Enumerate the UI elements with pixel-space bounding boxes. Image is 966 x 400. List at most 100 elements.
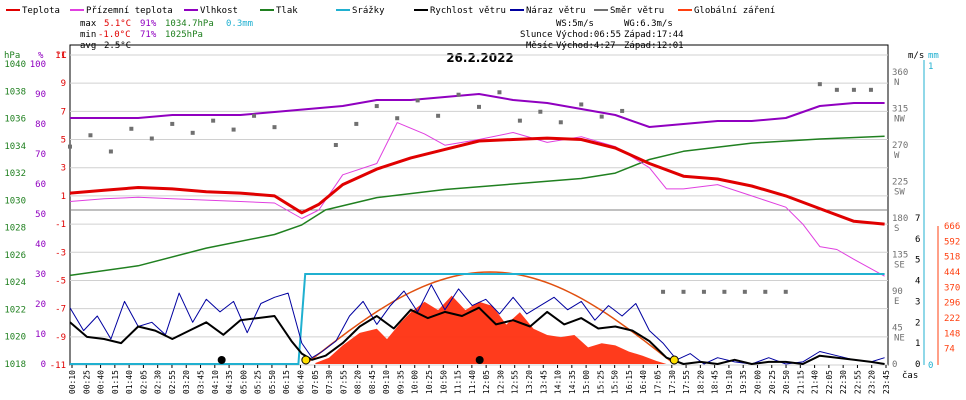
- x-axis-label: čas: [902, 370, 918, 381]
- direction-tick-label: 0: [892, 360, 897, 370]
- x-tick-label: 07:05: [311, 370, 320, 394]
- info-wg: WG:6.3m/s: [624, 19, 673, 29]
- x-tick-label: 13:20: [525, 370, 534, 394]
- legend-label-5: Rychlost větru: [430, 6, 506, 16]
- wind-direction-point: [661, 289, 666, 294]
- direction-tick-label: W: [894, 151, 900, 161]
- info-ws: WS:5m/s: [556, 19, 594, 29]
- legend: Teplota Přízemní teplota Vlhkost Tlak Srážky…: [6, 6, 775, 16]
- wind-direction-point: [817, 82, 822, 87]
- humidity-tick-label: 20: [35, 300, 46, 310]
- x-tick-label: 17:55: [682, 370, 691, 394]
- wind-direction-point: [477, 104, 481, 109]
- legend-label-4: Srážky: [352, 6, 385, 16]
- wind-tick-label: 7: [915, 214, 920, 224]
- pressure-tick-label: 1030: [4, 196, 26, 206]
- wind-direction-point: [681, 289, 686, 294]
- x-tick-label: 15:00: [582, 370, 591, 394]
- pressure-axis-label: hPa: [4, 51, 20, 61]
- legend-label-3: Tlak: [276, 6, 298, 16]
- x-tick-label: 18:20: [696, 370, 705, 394]
- info-sun-set: Západ:17:44: [624, 30, 684, 40]
- humidity-tick-label: 30: [35, 270, 46, 280]
- temp-tick-label: 1: [61, 192, 66, 202]
- wind-direction-point: [231, 127, 236, 132]
- humidity-tick-label: 70: [35, 150, 46, 160]
- x-tick-label: 18:45: [711, 370, 720, 394]
- x-tick-label: 06:40: [296, 370, 305, 394]
- x-tick-label: 16:40: [639, 370, 648, 394]
- wind-direction-point: [149, 136, 154, 141]
- x-tick-label: 20:00: [753, 370, 762, 394]
- humidity-tick-label: 40: [35, 240, 46, 250]
- x-tick-label: 05:00: [239, 370, 248, 394]
- pressure-tick-label: 1038: [4, 87, 26, 97]
- pressure-tick-label: 1018: [4, 360, 26, 370]
- temp-tick-label: -1: [55, 220, 66, 230]
- radiation-tick-label: 296: [944, 299, 960, 309]
- info-moon-rise: Východ:4:27: [556, 41, 616, 51]
- legend-label-7: Směr větru: [610, 6, 664, 16]
- x-tick-label: 10:25: [425, 370, 434, 394]
- x-axis: 00:10 00:25 00:40 01:15 01:40 02:05 02:30 02:55…: [68, 365, 918, 394]
- wind-direction-point: [538, 109, 543, 114]
- info-sun-label: Slunce: [520, 30, 553, 40]
- chart-title: 26.2.2022: [446, 51, 514, 65]
- info-moon-set: Západ:12:01: [624, 41, 684, 51]
- wind-tick-label: 4: [915, 277, 920, 287]
- humidity-tick-label: 90: [35, 90, 46, 100]
- wind-direction-point: [599, 114, 604, 119]
- humidity-tick-label: 50: [35, 210, 46, 220]
- x-tick-label: 20:50: [782, 370, 791, 394]
- direction-tick-label: 225: [892, 178, 908, 188]
- sun-elevation-arc: [305, 271, 675, 365]
- wind-direction-point: [333, 143, 338, 147]
- x-tick-label: 07:55: [339, 370, 348, 394]
- x-tick-label: 22:05: [825, 370, 834, 394]
- stats-block: max 5.1°C 91% 1034.7hPa 0.3mm min -1.0°C…: [80, 19, 253, 51]
- x-tick-label: 05:50: [268, 370, 277, 394]
- wind-direction-point: [558, 120, 563, 125]
- x-tick-label: 03:45: [197, 370, 206, 394]
- wind-direction-point: [701, 289, 706, 294]
- wind-direction-point: [517, 118, 522, 123]
- x-tick-label: 02:05: [139, 370, 148, 394]
- wind-direction-point: [374, 104, 379, 109]
- wind-direction-point: [851, 87, 856, 92]
- wind-direction-point: [783, 289, 788, 294]
- x-tick-label: 09:10: [382, 370, 391, 394]
- wind-direction-point: [742, 289, 747, 294]
- plot-area: [68, 82, 885, 365]
- x-tick-label: 02:55: [168, 370, 177, 394]
- x-tick-label: 19:35: [739, 370, 748, 394]
- x-tick-label: 12:05: [482, 370, 491, 394]
- x-tick-label: 03:20: [182, 370, 191, 394]
- wind-direction-point: [272, 125, 277, 130]
- humidity-tick-label: 0: [41, 360, 46, 370]
- temp-tick-label: 7: [61, 107, 66, 117]
- temp-tick-label: 11: [55, 51, 66, 61]
- x-tick-label: 13:45: [539, 370, 548, 394]
- pressure-tick-label: 1034: [4, 142, 26, 152]
- wind-direction-point: [108, 149, 113, 154]
- wind-direction-point: [579, 102, 584, 107]
- x-tick-label: 06:15: [282, 370, 291, 394]
- temp-tick-label: -3: [55, 248, 66, 258]
- stat-avg-temp: 2.5°C: [104, 41, 131, 51]
- temperature-axis-label: °C: [56, 51, 67, 61]
- x-tick-label: 10:50: [439, 370, 448, 394]
- x-tick-label: 14:10: [554, 370, 563, 394]
- temp-tick-label: 9: [61, 79, 66, 89]
- pressure-tick-label: 1040: [4, 60, 26, 70]
- x-tick-label: 05:25: [254, 370, 263, 394]
- wind-direction-point: [211, 118, 216, 123]
- temp-tick-label: -11: [50, 361, 66, 371]
- direction-tick-label: N: [894, 78, 899, 88]
- legend-label-0: Teplota: [22, 6, 60, 16]
- stat-min-label: min: [80, 30, 96, 40]
- moonrise-marker: [217, 356, 226, 364]
- wind-direction-point: [68, 144, 72, 149]
- stat-max-label: max: [80, 19, 97, 29]
- x-tick-label: 11:40: [468, 370, 477, 394]
